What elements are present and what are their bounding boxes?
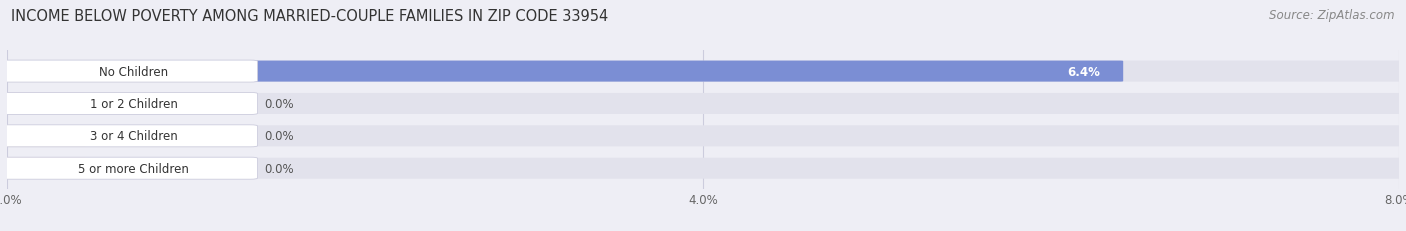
FancyBboxPatch shape	[4, 126, 86, 147]
FancyBboxPatch shape	[0, 125, 257, 147]
Text: 1 or 2 Children: 1 or 2 Children	[90, 97, 177, 110]
FancyBboxPatch shape	[4, 61, 1402, 82]
FancyBboxPatch shape	[4, 94, 1402, 115]
Text: No Children: No Children	[100, 65, 169, 78]
Text: 3 or 4 Children: 3 or 4 Children	[90, 130, 177, 143]
Text: 0.0%: 0.0%	[264, 162, 294, 175]
Text: 0.0%: 0.0%	[264, 130, 294, 143]
FancyBboxPatch shape	[0, 158, 257, 179]
Text: Source: ZipAtlas.com: Source: ZipAtlas.com	[1270, 9, 1395, 22]
Text: 5 or more Children: 5 or more Children	[79, 162, 190, 175]
Text: 0.0%: 0.0%	[264, 97, 294, 110]
Text: INCOME BELOW POVERTY AMONG MARRIED-COUPLE FAMILIES IN ZIP CODE 33954: INCOME BELOW POVERTY AMONG MARRIED-COUPL…	[11, 9, 609, 24]
FancyBboxPatch shape	[4, 94, 86, 115]
Text: 6.4%: 6.4%	[1067, 65, 1099, 78]
FancyBboxPatch shape	[4, 158, 86, 179]
FancyBboxPatch shape	[4, 61, 1123, 82]
FancyBboxPatch shape	[4, 158, 1402, 179]
FancyBboxPatch shape	[0, 93, 257, 115]
FancyBboxPatch shape	[4, 126, 1402, 147]
FancyBboxPatch shape	[0, 61, 257, 83]
